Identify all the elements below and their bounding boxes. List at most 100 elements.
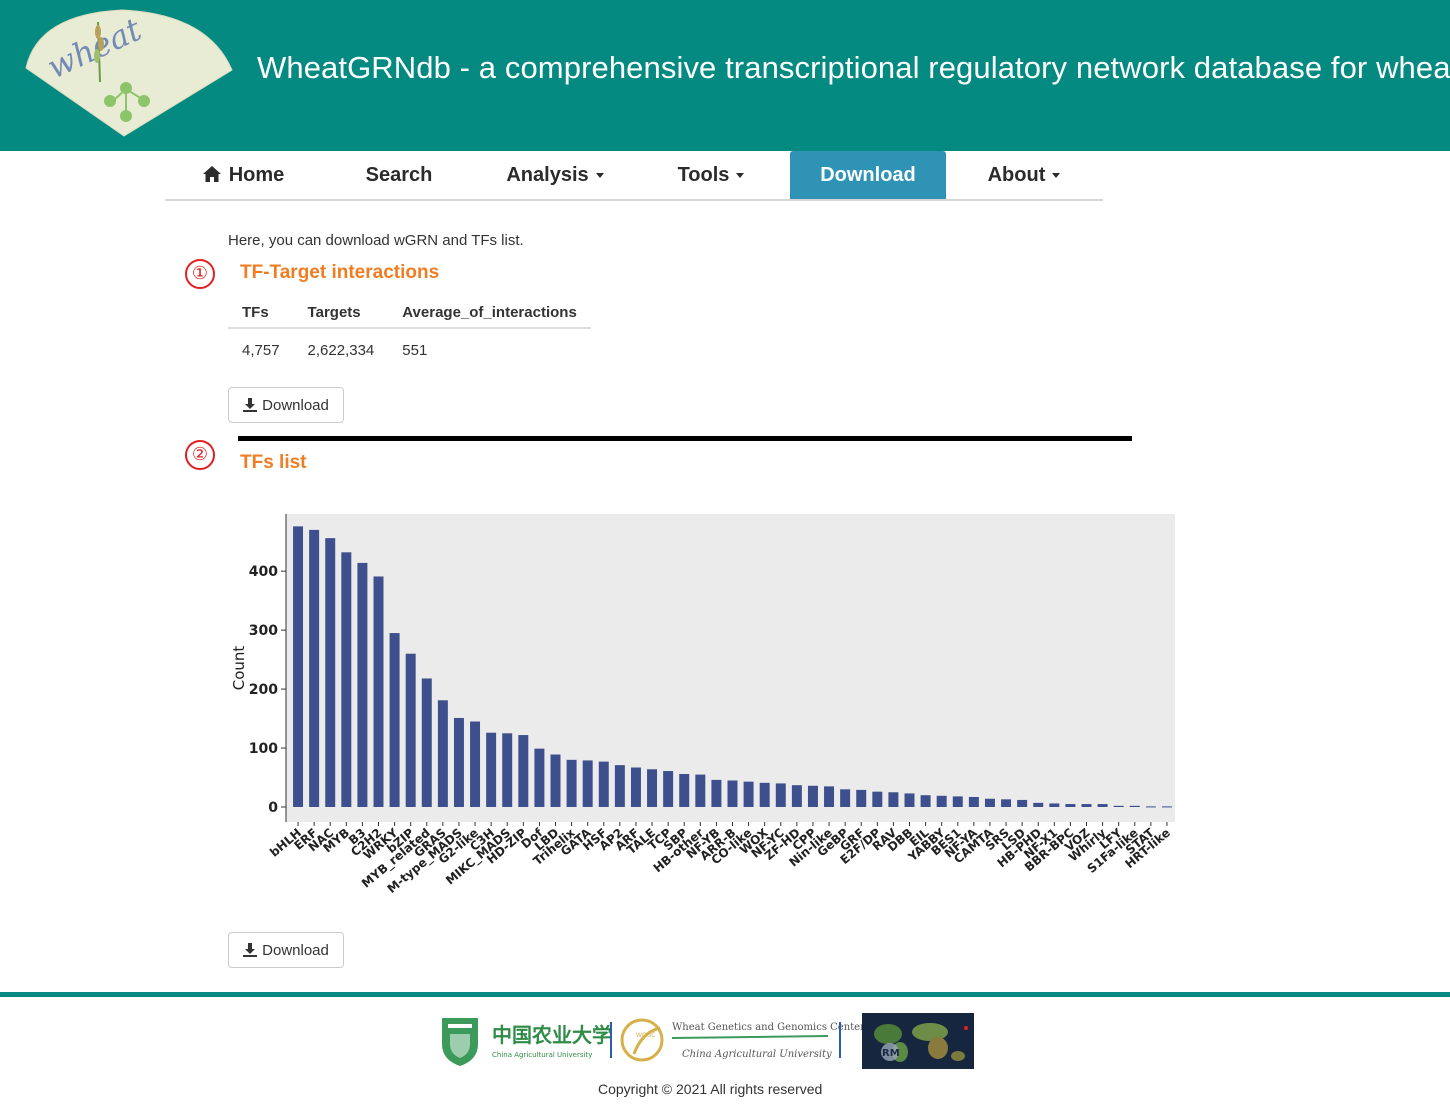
- bar: [325, 538, 336, 807]
- bar: [663, 771, 674, 807]
- caret-down-icon: [595, 173, 604, 179]
- bar: [1113, 805, 1124, 807]
- section-marker-2: ②: [185, 440, 215, 470]
- y-axis-title: Count: [230, 646, 248, 691]
- visitor-map-widget[interactable]: RM: [862, 1013, 974, 1069]
- column-header: Average_of_interactions: [388, 296, 591, 329]
- cau-chinese-name: 中国农业大学: [492, 1023, 612, 1047]
- bar: [341, 552, 352, 807]
- bar: [1161, 806, 1172, 808]
- bar: [486, 732, 497, 807]
- bar: [1097, 804, 1108, 807]
- bar: [1049, 803, 1060, 807]
- bar: [534, 748, 545, 807]
- wggc-badge-text: WGGC: [636, 1032, 655, 1039]
- caret-down-icon: [1052, 173, 1061, 179]
- bar: [920, 795, 931, 807]
- cau-logo[interactable]: 中国农业大学 China Agricultural University: [442, 1018, 612, 1066]
- nav-analysis-dropdown[interactable]: Analysis: [477, 151, 633, 199]
- download-icon: [243, 398, 258, 412]
- bar: [453, 717, 464, 807]
- bar: [293, 526, 304, 807]
- bar: [759, 782, 770, 807]
- bar: [614, 765, 625, 807]
- column-header: TFs: [228, 296, 294, 329]
- table-cell: 2,622,334: [307, 342, 375, 359]
- bar: [1017, 799, 1028, 807]
- bar: [807, 785, 818, 807]
- wheat-logo[interactable]: wheat: [18, 4, 238, 144]
- download-icon: [243, 943, 258, 957]
- section-divider: [238, 436, 1132, 441]
- bar: [888, 792, 899, 807]
- intro-text: Here, you can download wGRN and TFs list…: [228, 232, 524, 249]
- nav-about-dropdown[interactable]: About: [946, 151, 1102, 199]
- nav-download[interactable]: Download: [790, 151, 946, 199]
- table-cell: 551: [402, 342, 428, 359]
- nav-home-label: Home: [228, 164, 285, 186]
- download-tfs-list-button[interactable]: Download: [228, 932, 344, 968]
- bar: [647, 769, 658, 807]
- tf-family-bar-chart: 0100200300400CountbHLHERFNACMYBB3C2H2WRK…: [230, 514, 1175, 897]
- y-tick-label: 400: [249, 564, 278, 580]
- footer-divider: [0, 992, 1450, 997]
- bar: [872, 791, 883, 807]
- site-title: WheatGRNdb - a comprehensive transcripti…: [257, 50, 1450, 85]
- bar: [711, 779, 722, 807]
- bar: [566, 759, 577, 807]
- bar: [1001, 799, 1012, 807]
- footer-logos: 中国农业大学 China Agricultural University WGG…: [442, 1013, 974, 1069]
- nav-analysis-label: Analysis: [506, 164, 589, 186]
- bar: [1081, 804, 1092, 807]
- nav-tools-dropdown[interactable]: Tools: [633, 151, 789, 199]
- cau-english-name: China Agricultural University: [492, 1051, 592, 1059]
- bar: [1033, 802, 1044, 807]
- bar: [582, 760, 593, 807]
- chart-panel: [286, 514, 1175, 822]
- bar: [405, 653, 416, 807]
- wggc-subtitle: China Agricultural University: [682, 1049, 832, 1060]
- y-tick-label: 0: [268, 800, 278, 816]
- bar: [309, 529, 320, 807]
- bar: [856, 789, 867, 807]
- wggc-name: Wheat Genetics and Genomics Center: [672, 1022, 865, 1033]
- nav-tools-label: Tools: [677, 164, 730, 186]
- bar: [1145, 806, 1156, 808]
- bar: [1129, 805, 1140, 807]
- bar: [840, 789, 851, 807]
- bar: [550, 754, 561, 807]
- bar: [968, 796, 979, 807]
- bar: [518, 735, 529, 807]
- bar: [502, 733, 513, 807]
- bar: [936, 795, 947, 807]
- section-marker-1: ①: [185, 259, 215, 289]
- bar: [421, 678, 432, 807]
- table-row: 4,757 2,622,334 551: [228, 328, 591, 365]
- nav-search[interactable]: Search: [365, 164, 433, 186]
- bar: [743, 781, 754, 807]
- bar: [389, 633, 400, 807]
- bar: [470, 721, 481, 807]
- section-title-interactions: TF-Target interactions: [240, 262, 440, 283]
- bar: [437, 700, 448, 807]
- download-interactions-button[interactable]: Download: [228, 387, 344, 423]
- bar: [695, 774, 706, 807]
- bar: [598, 761, 609, 807]
- caret-down-icon: [736, 173, 745, 179]
- interactions-table: TFs Targets Average_of_interactions 4,75…: [228, 296, 591, 365]
- wggc-logo[interactable]: WGGC Wheat Genetics and Genomics Center …: [620, 1018, 865, 1062]
- map-badge: RM: [882, 1048, 900, 1059]
- bar: [630, 767, 641, 807]
- bar: [357, 562, 368, 807]
- bar: [984, 798, 995, 807]
- table-header-row: TFs Targets Average_of_interactions: [228, 296, 591, 329]
- column-header: Targets: [293, 296, 389, 329]
- bar: [727, 780, 738, 807]
- bar: [1065, 804, 1076, 807]
- nav-home[interactable]: Home: [165, 151, 321, 199]
- download-button-label: Download: [262, 397, 329, 414]
- home-icon: [202, 166, 221, 182]
- y-tick-label: 300: [249, 623, 278, 639]
- nav-about-label: About: [987, 164, 1046, 186]
- bar: [904, 793, 915, 807]
